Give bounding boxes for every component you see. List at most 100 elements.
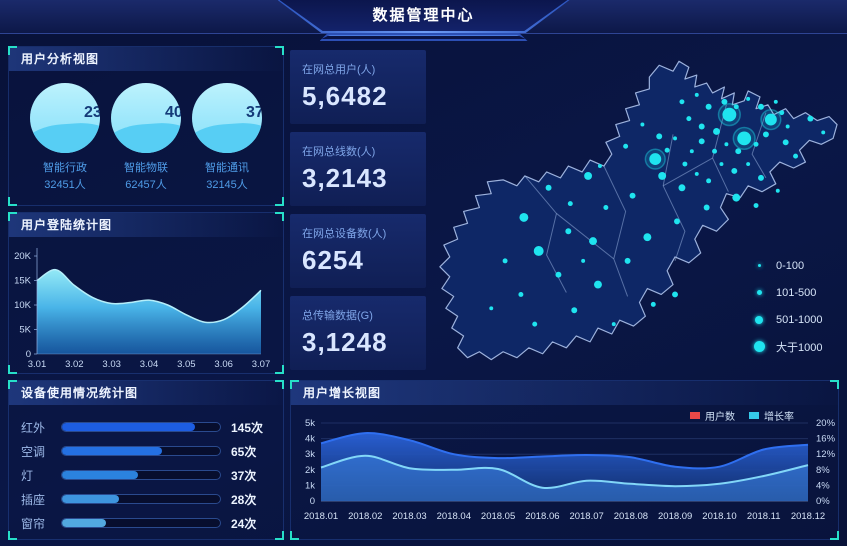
header-title-plate-inner [279, 0, 568, 31]
gauge-label: 智能行政 32451人 [43, 162, 87, 191]
legend-item-growth-rate[interactable]: 增长率 [749, 408, 794, 423]
svg-text:3.07: 3.07 [252, 359, 271, 370]
svg-text:2018.02: 2018.02 [348, 511, 382, 522]
svg-text:3.05: 3.05 [177, 359, 196, 370]
panel-title-user-analysis: 用户分析视图 [9, 47, 283, 71]
gauge-label: 智能物联 62457人 [124, 162, 168, 191]
gauge-percent: 37% [245, 104, 262, 121]
liquid-circle: 23% [30, 83, 100, 153]
gauge-percent: 40% [164, 104, 181, 121]
panel-user-growth: 用户增长视图 用户数 增长率 0 0% 1k 4% 2k 8% 3k 12% 4k 16% 5k 20… [290, 380, 839, 540]
legend-dot-icon [752, 315, 766, 324]
svg-text:5K: 5K [19, 325, 31, 336]
map-legend: 0-100 101-500 501-1000 大于1000 [752, 252, 823, 360]
device-row-light: 灯 37次 [21, 468, 257, 483]
svg-text:1k: 1k [305, 480, 315, 491]
legend-item-users[interactable]: 用户数 [690, 408, 735, 423]
map-legend-item[interactable]: 501-1000 [752, 306, 823, 333]
svg-text:2018.12: 2018.12 [791, 511, 825, 522]
device-bar-list: 红外 145次 空调 65次 灯 37次 插座 28次 窗帘 24次 [9, 405, 283, 535]
gauge-circle-comm: 37% 智能通讯 32145人 [187, 83, 267, 193]
panel-title-user-growth: 用户增长视图 [291, 381, 838, 405]
svg-text:2018.01: 2018.01 [304, 511, 338, 522]
header-bar: 数据管理中心 [0, 0, 847, 41]
growth-area-chart[interactable]: 0 0% 1k 4% 2k 8% 3k 12% 4k 16% 5k 20% 2018.01 2018.02… [293, 409, 838, 539]
svg-text:10K: 10K [14, 300, 32, 311]
svg-text:2018.10: 2018.10 [702, 511, 736, 522]
svg-text:2k: 2k [305, 465, 315, 476]
device-bar-track [61, 494, 221, 504]
growth-chart-legend: 用户数 增长率 [690, 408, 794, 423]
map-legend-item[interactable]: 101-500 [752, 279, 823, 306]
stat-card-total-data: 总传输数据(G) 3,1248 [290, 296, 426, 370]
svg-text:3.06: 3.06 [214, 359, 233, 370]
svg-text:2018.09: 2018.09 [658, 511, 692, 522]
svg-text:2018.07: 2018.07 [569, 511, 603, 522]
legend-swatch-red [690, 412, 700, 419]
svg-text:2018.03: 2018.03 [392, 511, 426, 522]
svg-text:4%: 4% [816, 480, 830, 491]
svg-text:15K: 15K [14, 276, 32, 287]
svg-text:2018.08: 2018.08 [614, 511, 648, 522]
map-legend-item[interactable]: 大于1000 [752, 333, 823, 360]
legend-swatch-cyan [749, 412, 759, 419]
panel-device-usage: 设备使用情况统计图 红外 145次 空调 65次 灯 37次 插座 28次 窗帘… [8, 380, 284, 540]
svg-text:0%: 0% [816, 496, 830, 507]
map-region: 0-100 101-500 501-1000 大于1000 [430, 44, 842, 374]
svg-text:20%: 20% [816, 418, 836, 429]
svg-text:3.03: 3.03 [102, 359, 121, 370]
header-title-plate: 数据管理中心 [277, 0, 570, 33]
gauge-percent: 23% [83, 104, 100, 121]
page-title: 数据管理中心 [372, 7, 475, 24]
panel-login-stats: 用户登陆统计图 0 5K 10K 15K 20K 3.01 3.02 3.03 3.04 3.05… [8, 212, 284, 374]
svg-text:8%: 8% [816, 465, 830, 476]
svg-text:5k: 5k [305, 418, 315, 429]
svg-text:3.01: 3.01 [28, 359, 47, 370]
device-row-infrared: 红外 145次 [21, 420, 264, 435]
svg-text:12%: 12% [816, 449, 836, 460]
svg-text:0: 0 [26, 349, 31, 360]
svg-text:3.04: 3.04 [140, 359, 159, 370]
svg-text:16%: 16% [816, 434, 836, 445]
device-bar-fill [62, 471, 138, 479]
svg-text:0: 0 [310, 496, 315, 507]
svg-text:2018.11: 2018.11 [747, 511, 781, 522]
legend-dot-icon [752, 264, 766, 267]
device-row-socket: 插座 28次 [21, 492, 257, 507]
device-bar-track [61, 446, 221, 456]
legend-dot-icon [752, 341, 766, 352]
device-row-curtain: 窗帘 24次 [21, 516, 257, 531]
map-scatter-dots [489, 92, 826, 327]
gauge-circle-admin: 23% 智能行政 32451人 [25, 83, 105, 193]
panel-user-analysis: 用户分析视图 23% 智能行政 32451人 40% 智能物联 62457人 3… [8, 46, 284, 206]
stat-card-total-users: 在网总用户(人) 5,6482 [290, 50, 426, 124]
device-bar-fill [62, 495, 119, 503]
panel-title-login-stats: 用户登陆统计图 [9, 213, 283, 237]
device-bar-track [61, 422, 221, 432]
login-area-chart[interactable]: 0 5K 10K 15K 20K 3.01 3.02 3.03 3.04 3.05 3.06 3.07 [9, 240, 281, 372]
panel-title-device-usage: 设备使用情况统计图 [9, 381, 283, 405]
svg-text:2018.05: 2018.05 [481, 511, 515, 522]
liquid-circle: 40% [111, 83, 181, 153]
map-legend-item[interactable]: 0-100 [752, 252, 823, 279]
device-bar-track [61, 518, 221, 528]
stat-card-total-devices: 在网总设备数(人) 6254 [290, 214, 426, 288]
gauge-label: 智能通讯 32145人 [205, 162, 249, 191]
svg-text:20K: 20K [14, 251, 32, 262]
device-bar-fill [62, 423, 195, 431]
gauge-circle-iot: 40% 智能物联 62457人 [106, 83, 186, 193]
device-row-ac: 空调 65次 [21, 444, 257, 459]
svg-text:2018.04: 2018.04 [437, 511, 471, 522]
gauge-circle-group: 23% 智能行政 32451人 40% 智能物联 62457人 37% 智能通讯… [9, 71, 283, 193]
device-bar-fill [62, 519, 107, 527]
province-map[interactable] [430, 44, 842, 374]
legend-dot-icon [752, 290, 766, 295]
liquid-circle: 37% [192, 83, 262, 153]
svg-text:3.02: 3.02 [65, 359, 84, 370]
header-decoration [319, 33, 528, 41]
svg-text:4k: 4k [305, 434, 315, 445]
stat-card-total-lines: 在网总线数(人) 3,2143 [290, 132, 426, 206]
device-bar-track [61, 470, 221, 480]
svg-text:3k: 3k [305, 449, 315, 460]
device-bar-fill [62, 447, 162, 455]
